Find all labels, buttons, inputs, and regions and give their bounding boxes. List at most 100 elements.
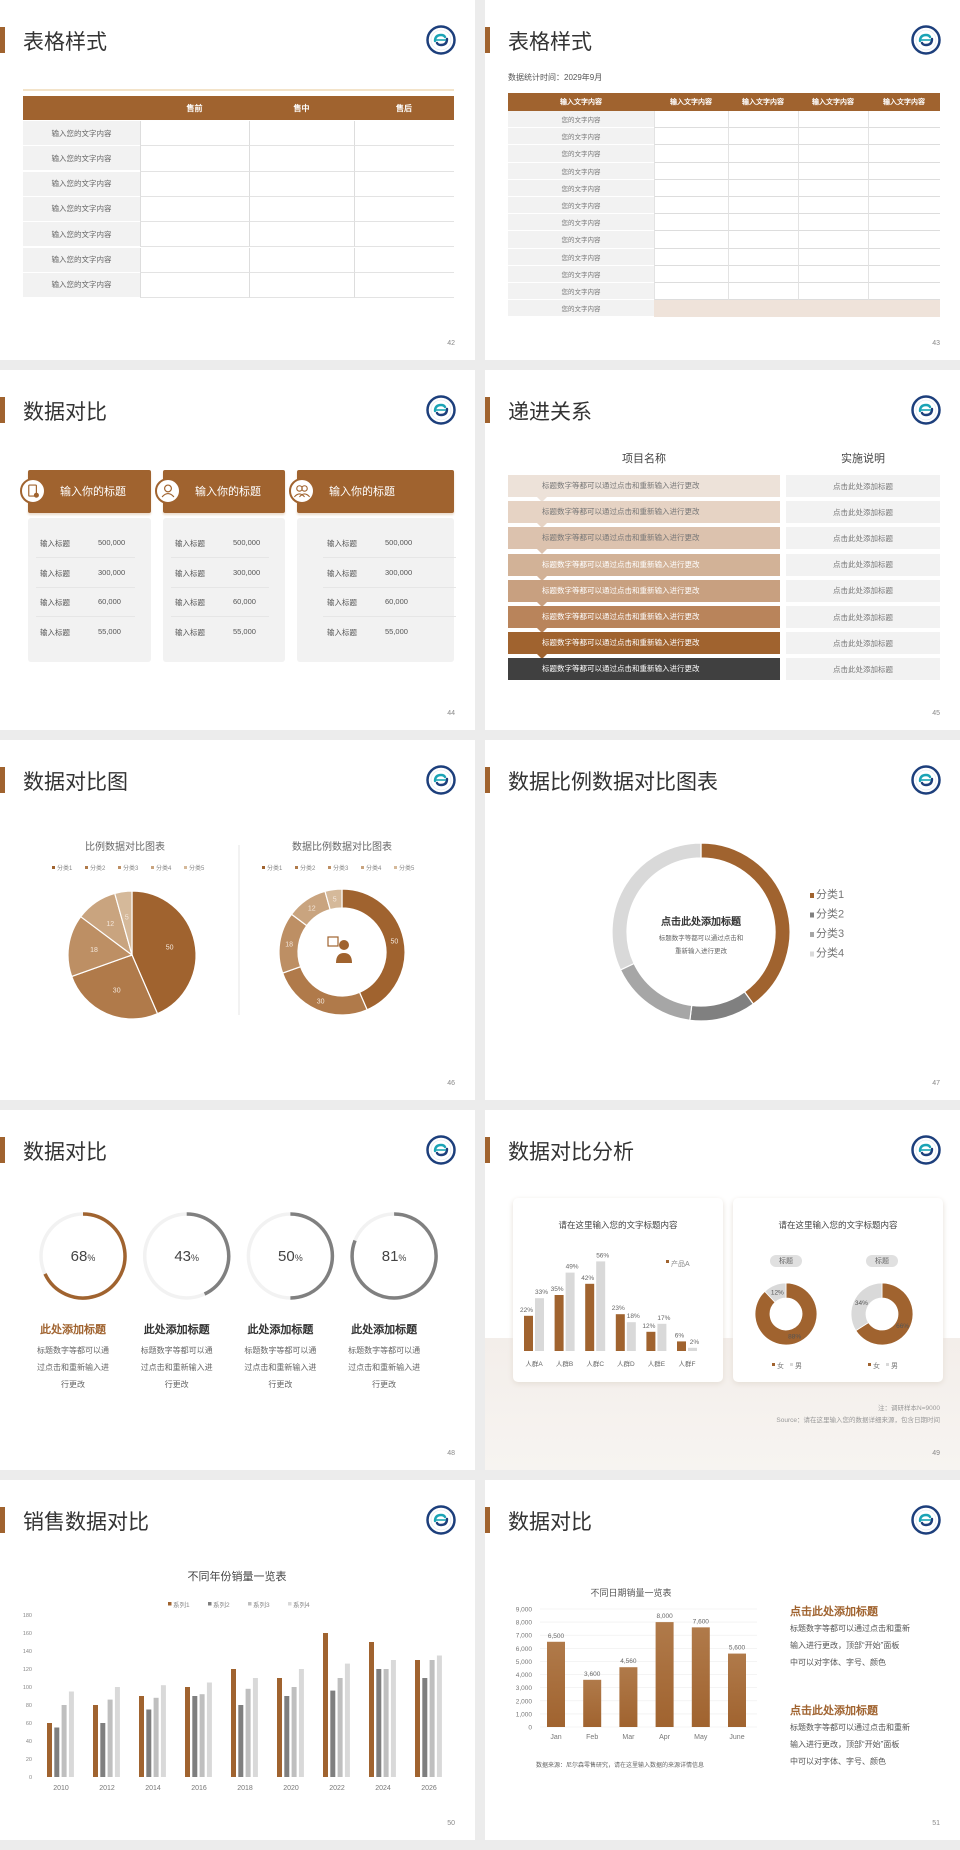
table-cell[interactable]: [354, 222, 454, 248]
step-row[interactable]: 标题数字等都可以通过点击和重新输入进行更改: [508, 501, 780, 524]
table-cell[interactable]: [798, 145, 868, 163]
table-cell[interactable]: [868, 265, 940, 283]
table-cell[interactable]: [798, 197, 868, 215]
table-cell[interactable]: [798, 128, 868, 146]
step-row[interactable]: 标题数字等都可以通过点击和重新输入进行更改: [508, 579, 780, 602]
presenter-icon: [327, 936, 352, 963]
step-note[interactable]: 点击此处添加标题: [786, 606, 940, 628]
table-cell[interactable]: [140, 222, 249, 248]
table-cell[interactable]: [868, 145, 940, 163]
slide-49[interactable]: 数据对比分析 49 请在这里输入您的文字标题内容 请在这里输入您的文字标题内容 注：调研…: [485, 1110, 960, 1470]
step-note[interactable]: 点击此处添加标题: [786, 475, 940, 497]
table-cell[interactable]: [868, 214, 940, 232]
table-cell[interactable]: [728, 283, 798, 301]
table-cell[interactable]: [728, 162, 798, 180]
slide-46[interactable]: 数据对比图 46 比例数据对比图表 分类1 分类2 分类3 分类4 分类5 50 30 18 12 5 数…: [0, 740, 475, 1100]
slide-50[interactable]: 销售数据对比 50 不同年份销量一览表 系列1 系列2 系列3 系列4 0 20 40 60 80 10…: [0, 1480, 475, 1840]
table-cell[interactable]: [654, 231, 728, 249]
title-accent-bar: [485, 767, 490, 793]
table-cell[interactable]: [249, 196, 354, 223]
table-cell[interactable]: [140, 171, 249, 197]
table-cell[interactable]: [728, 128, 798, 146]
table-cell[interactable]: [354, 196, 454, 223]
table-cell[interactable]: [654, 214, 728, 232]
slide-43[interactable]: 表格样式 43 数据统计时间：2029年9月 输入文字内容 输入文字内容 输入文字内容 输入…: [485, 0, 960, 360]
table-cell[interactable]: [798, 283, 868, 301]
slide-48[interactable]: 数据对比 48 68% 此处添加标题 标题数字等都可以通 过点击和重新输入进 行更改 43% 此…: [0, 1110, 475, 1470]
table-cell[interactable]: [140, 272, 249, 299]
table-cell[interactable]: [140, 146, 249, 172]
table-cell[interactable]: [868, 283, 940, 301]
table-cell[interactable]: [249, 222, 354, 248]
table-cell[interactable]: [654, 248, 728, 266]
table-cell[interactable]: [140, 196, 249, 223]
table-cell[interactable]: [728, 214, 798, 232]
slide-51[interactable]: 数据对比 51 不同日期销量一览表 0 1,000 2,000 3,000 4,000 5,00…: [485, 1480, 960, 1840]
step-note[interactable]: 点击此处添加标题: [786, 553, 940, 576]
table-cell[interactable]: [868, 248, 940, 266]
table-cell[interactable]: [798, 265, 868, 283]
table-cell[interactable]: [728, 231, 798, 249]
step-row[interactable]: 标题数字等都可以通过点击和重新输入进行更改: [508, 475, 780, 497]
step-note[interactable]: 点击此处添加标题: [786, 579, 940, 602]
gauge-value: 68%: [71, 1248, 96, 1265]
table-cell[interactable]: [354, 121, 454, 147]
table-cell[interactable]: [354, 247, 454, 273]
row-value: 60,000: [233, 597, 256, 606]
table-cell[interactable]: [654, 162, 728, 180]
table-cell[interactable]: [140, 121, 249, 147]
table-cell[interactable]: [798, 162, 868, 180]
y-tick-label: 1,000: [516, 1711, 533, 1718]
table-cell[interactable]: [249, 272, 354, 299]
table-cell[interactable]: [249, 247, 354, 273]
table-cell[interactable]: [140, 247, 249, 273]
step-row[interactable]: 标题数字等都可以通过点击和重新输入进行更改: [508, 553, 780, 576]
table-summary-cell[interactable]: [654, 300, 940, 318]
table-cell[interactable]: [249, 146, 354, 172]
table-cell[interactable]: [868, 197, 940, 215]
table-cell[interactable]: [798, 179, 868, 197]
table-cell[interactable]: [868, 162, 940, 180]
slide-42[interactable]: 表格样式 42 售前 售中 售后 输入您的文字内容 输入您的文字内容 输入您的文字内容 输入您的…: [0, 0, 475, 360]
slide-47[interactable]: 数据比例数据对比图表 47 点击此处添加标题 标题数字等都可以通过点击和 重新输入进行更…: [485, 740, 960, 1100]
step-note[interactable]: 点击此处添加标题: [786, 658, 940, 681]
step-row[interactable]: 标题数字等都可以通过点击和重新输入进行更改: [508, 658, 780, 681]
table-cell[interactable]: [654, 265, 728, 283]
table-cell[interactable]: [654, 283, 728, 301]
table-cell[interactable]: [798, 111, 868, 129]
table-header-cell: 售中: [293, 103, 310, 113]
table-cell[interactable]: [728, 265, 798, 283]
table-cell[interactable]: [728, 197, 798, 215]
table-cell[interactable]: [728, 145, 798, 163]
step-note[interactable]: 点击此处添加标题: [786, 527, 940, 550]
table-cell[interactable]: [868, 231, 940, 249]
table-cell[interactable]: [354, 272, 454, 299]
table-cell[interactable]: [868, 179, 940, 197]
step-row[interactable]: 标题数字等都可以通过点击和重新输入进行更改: [508, 632, 780, 655]
table-cell[interactable]: [798, 231, 868, 249]
table-cell[interactable]: [798, 248, 868, 266]
table-cell[interactable]: [654, 197, 728, 215]
table-cell[interactable]: [728, 179, 798, 197]
table-cell[interactable]: [654, 145, 728, 163]
slide-44[interactable]: 数据对比 44 输入你的标题 输入标题 500,000 输入标题 300,000 输入标题 60…: [0, 370, 475, 730]
table-cell[interactable]: [249, 121, 354, 147]
table-cell[interactable]: [354, 146, 454, 172]
step-row[interactable]: 标题数字等都可以通过点击和重新输入进行更改: [508, 606, 780, 628]
table-cell[interactable]: [654, 111, 728, 129]
table-cell[interactable]: [868, 128, 940, 146]
slide-45[interactable]: 递进关系 45 项目名称 实施说明 标题数字等都可以通过点击和重新输入进行更改 点击此处添…: [485, 370, 960, 730]
step-note[interactable]: 点击此处添加标题: [786, 501, 940, 524]
table-cell[interactable]: [728, 111, 798, 129]
table-cell[interactable]: [654, 128, 728, 146]
table-row-label: 输入您的文字内容: [23, 247, 140, 272]
step-note[interactable]: 点击此处添加标题: [786, 632, 940, 655]
step-row[interactable]: 标题数字等都可以通过点击和重新输入进行更改: [508, 527, 780, 550]
table-cell[interactable]: [354, 171, 454, 197]
table-cell[interactable]: [654, 179, 728, 197]
table-cell[interactable]: [798, 214, 868, 232]
table-cell[interactable]: [249, 171, 354, 197]
table-cell[interactable]: [868, 111, 940, 129]
table-cell[interactable]: [728, 248, 798, 266]
